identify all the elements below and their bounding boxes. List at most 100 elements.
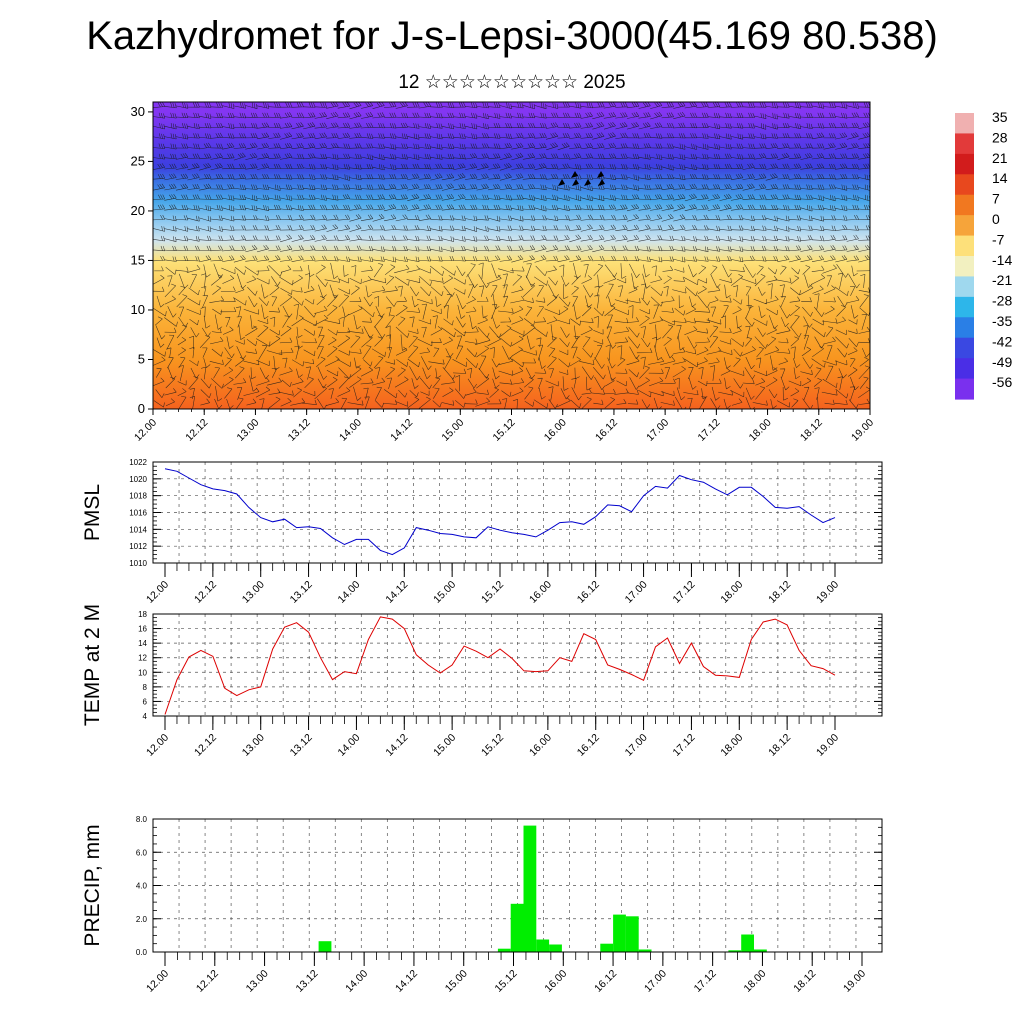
wind-barb — [779, 368, 786, 378]
wind-barb — [394, 276, 410, 286]
wind-barb — [672, 288, 687, 294]
wind-barb — [719, 327, 732, 333]
wind-barb — [187, 297, 201, 306]
wind-barb — [499, 245, 513, 251]
wind-barb — [469, 315, 477, 330]
x-tick-label: 12.12 — [194, 968, 221, 995]
wind-barb — [662, 265, 674, 272]
wind-barb — [202, 295, 208, 308]
wind-barb — [153, 377, 165, 386]
wind-barb — [534, 215, 547, 221]
wind-barb — [822, 264, 837, 274]
wind-barb — [326, 122, 339, 129]
wind-barb — [790, 314, 800, 328]
wind-barb — [719, 112, 732, 119]
wind-barb — [325, 398, 340, 406]
wind-barb — [580, 102, 593, 109]
wind-barb — [752, 400, 768, 406]
wind-barb — [534, 368, 547, 374]
wind-barb — [534, 174, 547, 180]
wind-barb — [245, 112, 258, 118]
wind-barb — [525, 263, 532, 279]
wind-barb — [337, 235, 351, 242]
wind-barb — [304, 328, 316, 336]
wind-barb — [488, 225, 501, 232]
wind-barb — [534, 163, 547, 170]
wind-barb — [757, 327, 766, 337]
wind-barb — [211, 348, 223, 357]
wind-barb — [652, 336, 658, 348]
wind-barb — [511, 215, 524, 222]
wind-barb — [731, 236, 744, 242]
wind-barb — [279, 152, 293, 160]
wind-barb — [846, 194, 859, 201]
x-tick-label: 18.12 — [791, 968, 818, 995]
wind-barb — [214, 398, 223, 409]
wind-barb — [790, 275, 800, 285]
wind-barb — [696, 328, 709, 334]
wind-barb — [396, 359, 409, 367]
wind-barb — [696, 235, 709, 241]
wind-barb — [812, 194, 825, 201]
wind-barb — [314, 184, 327, 191]
wind-barb — [303, 204, 316, 210]
wind-barb — [175, 133, 189, 140]
wind-barb — [175, 163, 189, 170]
wind-barb — [533, 399, 548, 409]
wind-barb — [465, 306, 477, 313]
wind-barb — [476, 102, 489, 109]
wind-barb — [315, 275, 328, 287]
wind-barb — [386, 275, 395, 285]
wind-barb — [754, 225, 767, 231]
wind-barb — [314, 112, 327, 119]
wind-barb — [491, 358, 500, 368]
wind-barb — [835, 102, 848, 109]
wind-barb — [441, 143, 455, 149]
wind-pennant — [558, 179, 565, 186]
wind-barb — [521, 358, 536, 364]
wind-barb — [164, 163, 177, 170]
wind-barb — [256, 102, 270, 109]
wind-barb — [605, 283, 614, 299]
wind-barb — [499, 142, 512, 150]
wind-barb — [811, 358, 826, 368]
wind-barb — [580, 132, 593, 139]
wind-barb — [756, 265, 764, 275]
wind-barb — [349, 163, 362, 170]
wind-barb — [741, 278, 757, 284]
wind-barb — [279, 225, 293, 231]
wind-barb — [203, 315, 211, 329]
wind-barb — [339, 316, 345, 327]
wind-barb — [660, 356, 676, 366]
wind-barb — [626, 133, 640, 139]
wind-barb — [442, 367, 456, 380]
wind-barb — [418, 102, 432, 109]
colorbar-swatch — [955, 174, 974, 196]
wind-barb — [349, 122, 362, 129]
wind-barb — [777, 194, 790, 200]
y-tick-label: 0.0 — [136, 948, 148, 957]
wind-barb — [788, 143, 802, 149]
wind-barb — [788, 102, 802, 109]
y-tick-label: 0 — [138, 401, 145, 416]
wind-barb — [454, 288, 466, 295]
wind-barb — [673, 111, 686, 119]
wind-barb — [256, 377, 270, 386]
y-axis-label: PMSL — [81, 484, 104, 541]
wind-barb — [164, 133, 177, 140]
wind-barb — [268, 143, 281, 149]
wind-barb — [167, 366, 177, 380]
wind-barb — [418, 225, 432, 232]
wind-barb — [603, 204, 617, 211]
wind-barb — [245, 204, 258, 211]
wind-barb — [733, 285, 739, 298]
wind-barb — [719, 297, 732, 303]
wind-barb — [580, 326, 593, 336]
wind-barb — [627, 336, 641, 349]
wind-barb — [464, 399, 478, 405]
wind-barb — [719, 163, 732, 169]
wind-barb — [476, 194, 489, 200]
wind-barb — [511, 367, 524, 376]
wind-barb — [661, 235, 674, 241]
